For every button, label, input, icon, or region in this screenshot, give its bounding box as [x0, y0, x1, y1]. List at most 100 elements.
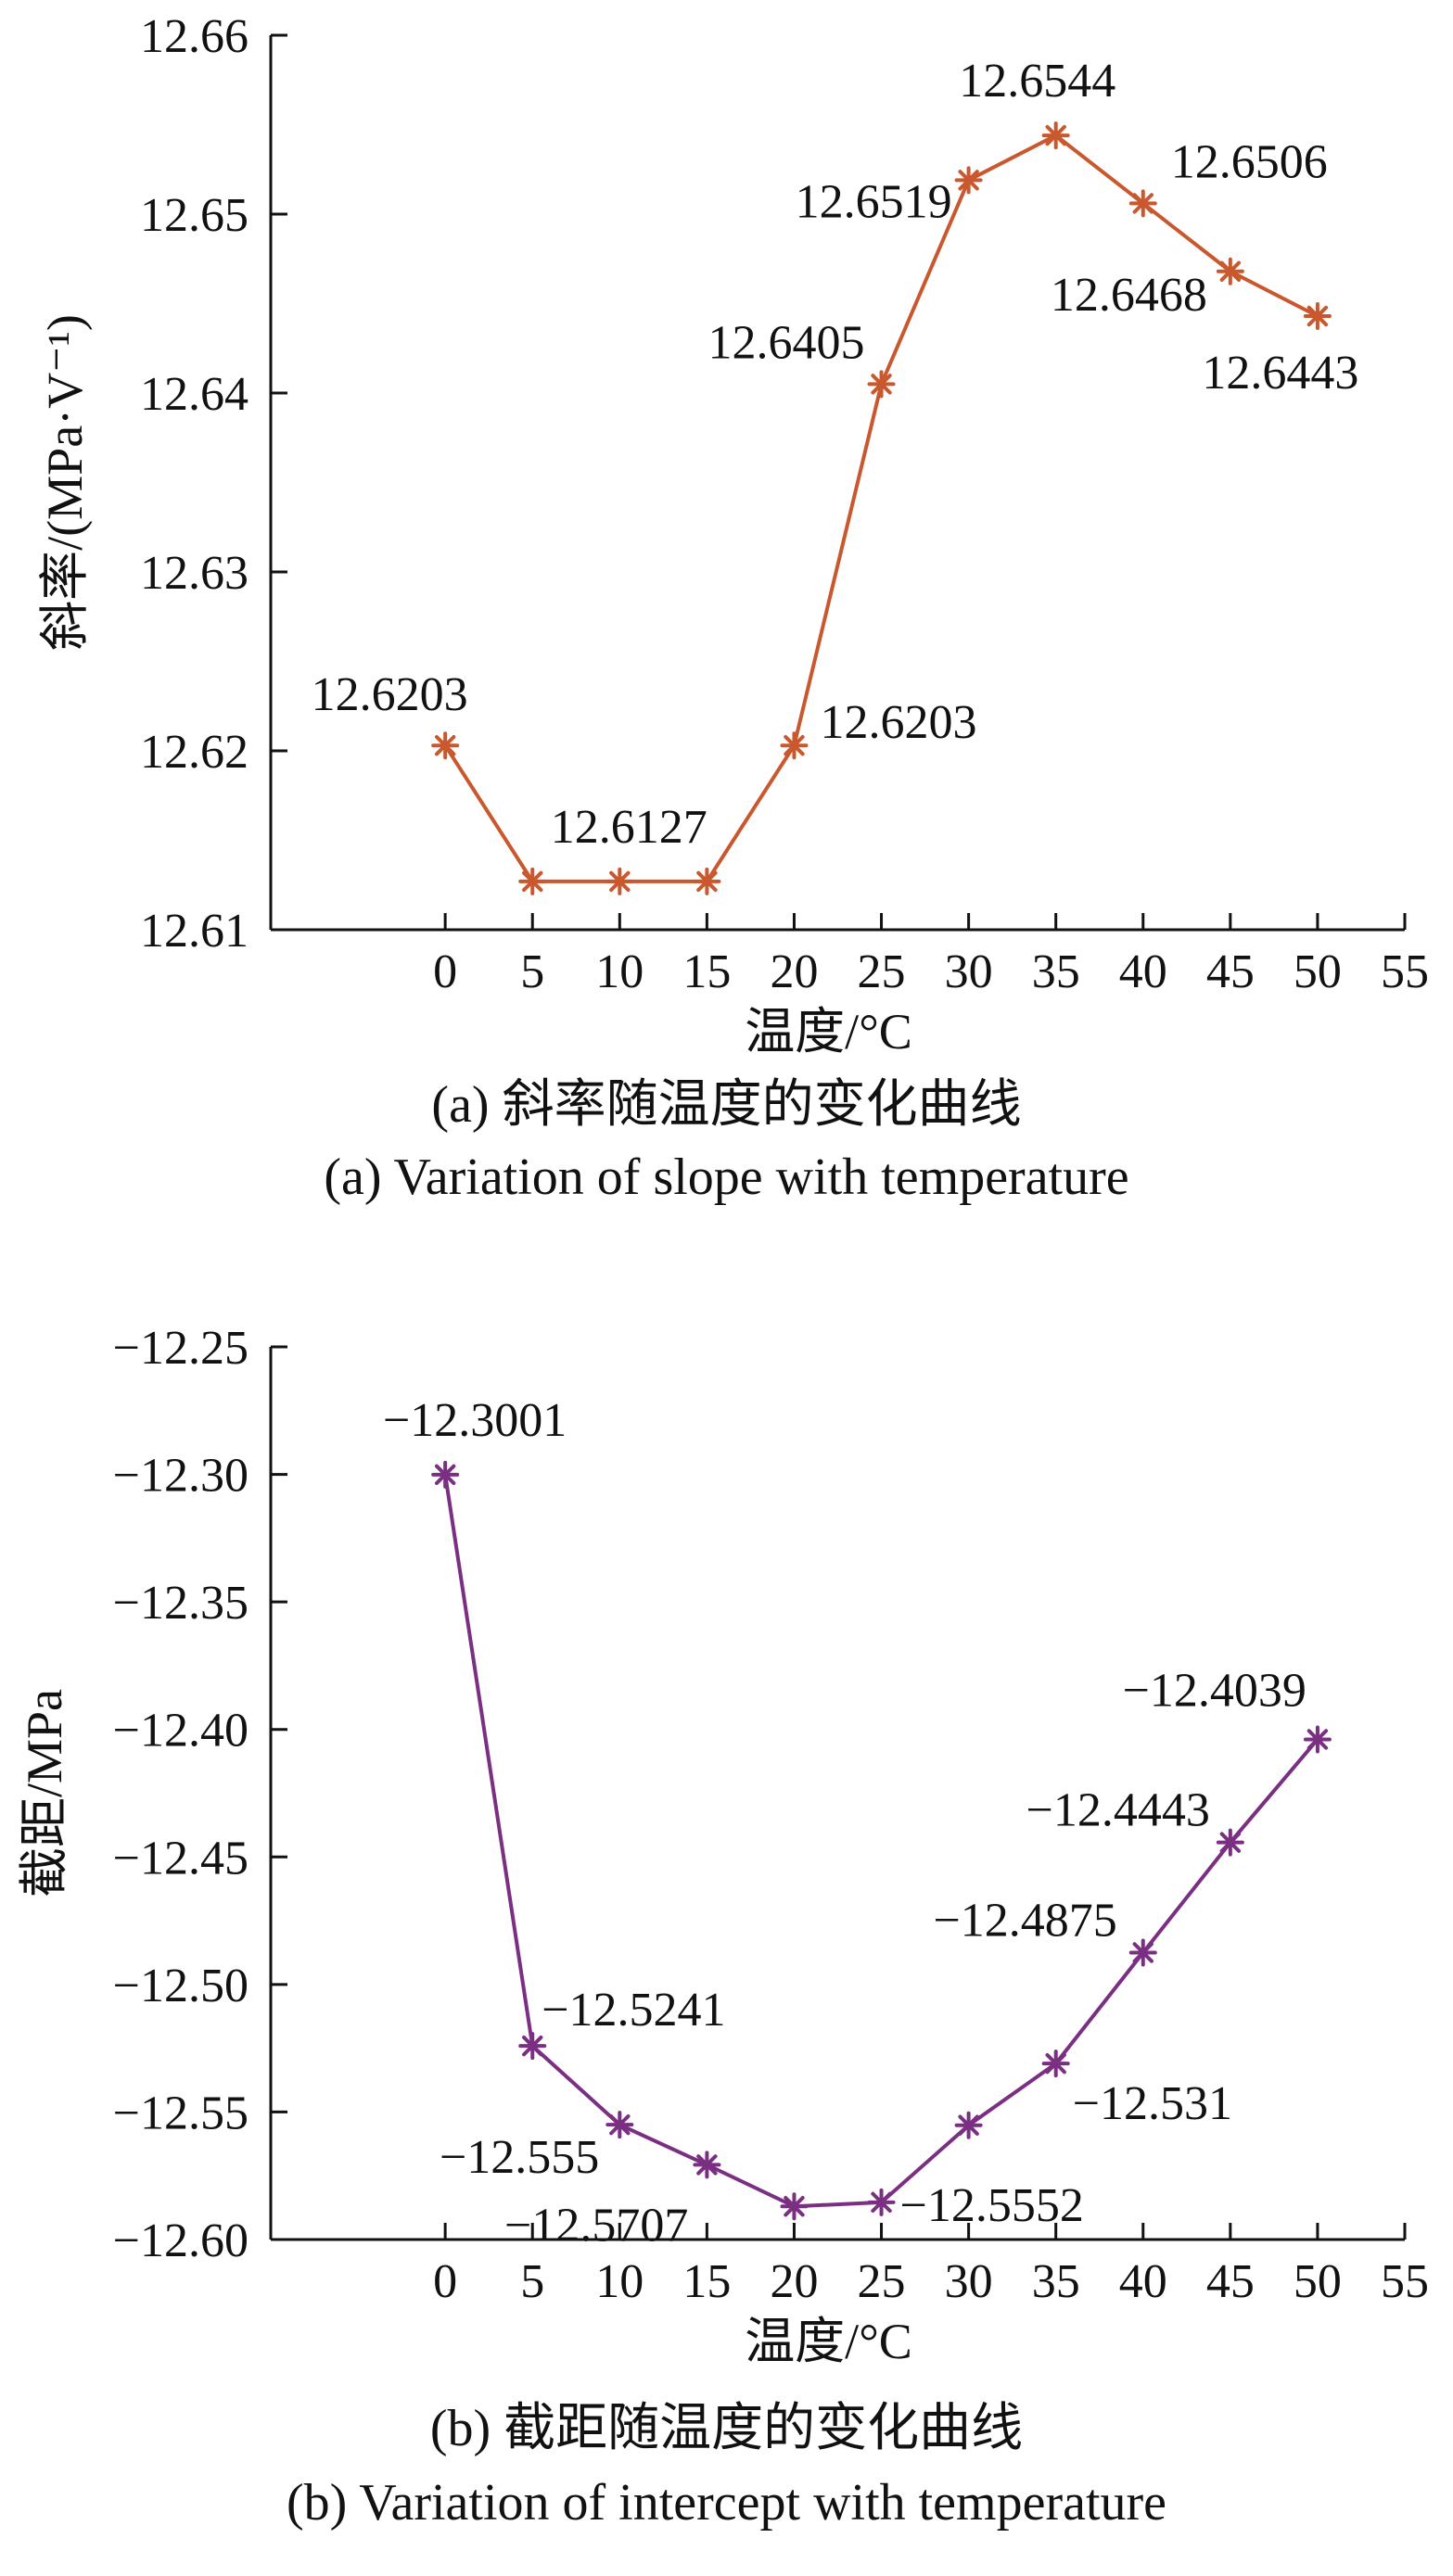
y-tick-label: −12.55: [113, 2087, 249, 2139]
data-label: 12.6468: [1051, 269, 1207, 322]
caption-a-cn: (a) 斜率随温度的变化曲线: [431, 1076, 1022, 1134]
y-tick-label: −12.60: [113, 2214, 249, 2267]
x-tick-label: 40: [1119, 2255, 1167, 2308]
data-label: −12.4875: [933, 1894, 1116, 1947]
x-tick-label: 30: [945, 945, 993, 998]
x-tick-label: 10: [595, 945, 644, 998]
marker-stroke: [696, 2154, 718, 2176]
data-point: [431, 731, 460, 760]
marker-stroke: [1306, 305, 1329, 327]
data-point: [1303, 302, 1332, 331]
x-tick-label: 25: [858, 2255, 906, 2308]
data-point: [605, 2111, 634, 2139]
chart-panel-a: 12.61 12.62 12.63 12.64 12.65 12.66 0 5 10 15 20 25…: [0, 0, 1453, 1242]
y-tick-label: 12.66: [140, 10, 249, 63]
data-point: [693, 867, 721, 895]
x-tick-label: 0: [433, 945, 457, 998]
data-label: −12.5707: [504, 2199, 688, 2252]
marker-stroke: [784, 735, 805, 756]
data-point: [867, 370, 896, 399]
data-point: [1041, 121, 1070, 150]
slope-chart: 12.61 12.62 12.63 12.64 12.65 12.66 0 5 10 15 20 25…: [37, 10, 1429, 1060]
x-tick-label: 20: [770, 945, 818, 998]
marker-stroke: [958, 2114, 979, 2136]
x-tick-label: 35: [1032, 2255, 1080, 2308]
data-label: −12.3001: [383, 1394, 567, 1447]
y-tick-label: 12.65: [140, 189, 249, 242]
marker-stroke: [871, 2191, 892, 2214]
x-tick-label: 5: [520, 945, 544, 998]
data-point: [954, 166, 983, 195]
y-tick-label: 12.61: [140, 905, 249, 958]
x-tick-label: 45: [1206, 2255, 1255, 2308]
marker-stroke: [958, 170, 979, 191]
data-label: −12.5241: [542, 1984, 725, 2037]
data-point: [1303, 1725, 1332, 1754]
chart-panel-b: −12.25 −12.30 −12.35 −12.40 −12.45 −12.50 −12.…: [0, 1288, 1453, 2576]
marker-stroke: [784, 2196, 805, 2217]
data-label: −12.4443: [1026, 1784, 1210, 1837]
data-label: −12.555: [440, 2131, 599, 2184]
intercept-chart: −12.25 −12.30 −12.35 −12.40 −12.45 −12.50 −12.…: [17, 1322, 1429, 2369]
data-point: [518, 867, 547, 895]
x-tick-label: 0: [433, 2255, 457, 2308]
x-tick-label: 50: [1294, 945, 1342, 998]
data-point: [1128, 1938, 1157, 1967]
y-tick-label: −12.40: [113, 1705, 249, 1758]
marker-stroke: [1306, 1729, 1329, 1750]
data-label: 12.6544: [959, 55, 1115, 108]
x-tick-label: 15: [682, 945, 731, 998]
data-point: [693, 2151, 721, 2179]
y-tick-label: 12.63: [140, 547, 249, 600]
y-tick-label: 12.62: [140, 726, 249, 779]
caption-a-en: (a) Variation of slope with temperature: [324, 1148, 1129, 1206]
y-axis-title: 斜率/(MPa·V⁻¹): [37, 314, 93, 651]
data-point: [605, 867, 634, 895]
data-point: [1216, 1828, 1244, 1857]
data-point: [1041, 2049, 1070, 2078]
caption-b-cn: (b) 截距随温度的变化曲线: [429, 2400, 1024, 2457]
marker-stroke: [696, 870, 718, 893]
data-point: [954, 2111, 983, 2139]
marker-stroke: [434, 1464, 456, 1486]
data-point: [780, 2192, 809, 2221]
marker-stroke: [1045, 124, 1066, 146]
x-axis-title: 温度/°C: [745, 1004, 912, 1060]
x-tick-label: 55: [1381, 945, 1429, 998]
marker-stroke: [1219, 1832, 1242, 1853]
x-tick-label: 5: [520, 2255, 544, 2308]
y-tick-label: −12.45: [113, 1832, 249, 1884]
marker-stroke: [1219, 260, 1242, 282]
data-label: 12.6203: [312, 668, 468, 721]
data-point: [1128, 189, 1157, 218]
marker-stroke: [434, 735, 456, 756]
x-axis-title: 温度/°C: [745, 2314, 912, 2369]
data-label: −12.4039: [1123, 1664, 1306, 1717]
x-tick-label: 30: [945, 2255, 993, 2308]
caption-b-en: (b) Variation of intercept with temperat…: [286, 2474, 1167, 2532]
x-tick-label: 55: [1381, 2255, 1429, 2308]
data-point: [518, 2032, 547, 2061]
data-label: 12.6443: [1202, 347, 1358, 400]
marker-stroke: [1132, 193, 1153, 214]
marker-stroke: [522, 2035, 543, 2057]
marker-stroke: [1132, 1942, 1153, 1963]
data-point: [1216, 257, 1244, 286]
marker-stroke: [871, 374, 892, 395]
data-label: 12.6506: [1171, 135, 1328, 188]
x-tick-label: 40: [1119, 945, 1167, 998]
data-label: −12.531: [1073, 2077, 1232, 2130]
y-tick-label: −12.50: [113, 1960, 249, 2012]
y-axis-title: 截距/MPa: [17, 1689, 72, 1897]
marker-stroke: [609, 2113, 631, 2136]
x-tick-label: 50: [1294, 2255, 1342, 2308]
y-tick-label: 12.64: [140, 368, 249, 421]
x-tick-label: 15: [682, 2255, 731, 2308]
y-tick-label: −12.35: [113, 1577, 249, 1630]
x-tick-label: 10: [595, 2255, 644, 2308]
y-tick-label: −12.25: [113, 1322, 249, 1375]
data-point: [780, 731, 809, 760]
data-point: [431, 1460, 460, 1489]
data-label: 12.6519: [796, 175, 952, 228]
data-label: 12.6127: [551, 801, 707, 854]
